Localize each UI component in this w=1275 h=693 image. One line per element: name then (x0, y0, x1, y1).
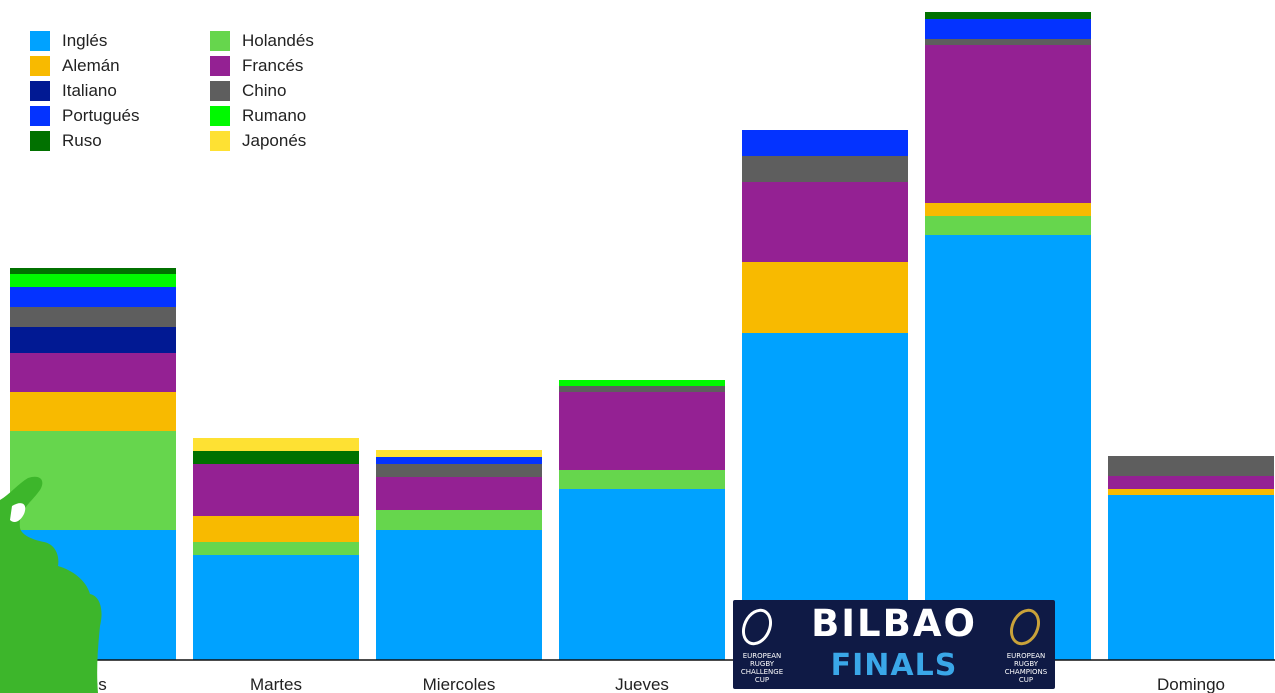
white-leaf-detail (10, 503, 26, 522)
bar-segment-1-9 (193, 438, 359, 451)
bar-segment-1-3 (193, 464, 359, 516)
legend-swatch (30, 55, 50, 76)
legend-swatch (30, 30, 50, 51)
legend-item: Holandés (210, 28, 314, 53)
bar-segment-3-7 (559, 380, 725, 386)
bar-segment-2-0 (376, 530, 542, 660)
legend-column-1: Inglés Alemán Italiano Portugués Ruso (30, 28, 140, 153)
bar-segment-0-2 (10, 392, 176, 431)
legend-item: Alemán (30, 53, 140, 78)
x-tick-label-6: Domingo (1157, 675, 1225, 693)
x-tick-label-3: Jueves (615, 675, 669, 693)
legend-label: Portugués (62, 106, 140, 125)
legend-label: Alemán (62, 56, 120, 75)
legend-item: Italiano (30, 78, 140, 103)
legend: Inglés Alemán Italiano Portugués Ruso Holand… (30, 28, 370, 153)
logo-left-caption: EUROPEAN RUGBY CHALLENGE CUP (740, 652, 784, 684)
legend-item: Francés (210, 53, 314, 78)
legend-item: Portugués (30, 103, 140, 128)
legend-label: Japonés (242, 131, 307, 150)
green-leaf-shape (0, 476, 102, 693)
legend-label: Francés (242, 56, 304, 75)
legend-swatch (210, 55, 230, 76)
event-logo: BILBAO EUROPEAN RUGBY CHALLENGE CUP FINA… (733, 600, 1055, 689)
bar-segment-4-6 (742, 130, 908, 156)
legend-swatch (30, 80, 50, 101)
bar-segment-5-8 (925, 12, 1091, 19)
bar-segment-3-0 (559, 489, 725, 660)
legend-label: Inglés (62, 31, 108, 50)
logo-finals: FINALS 2018 (791, 647, 997, 689)
bar-segment-0-7 (10, 274, 176, 287)
legend-item: Rumano (210, 103, 314, 128)
bar-segment-2-9 (376, 450, 542, 457)
bars-layer (10, 12, 1274, 660)
bar-segment-4-2 (742, 262, 908, 333)
bar-segment-5-6 (925, 19, 1091, 39)
bar-segment-6-0 (1108, 495, 1274, 660)
legend-swatch (30, 130, 50, 151)
legend-swatch (30, 105, 50, 126)
bar-segment-6-5 (1108, 456, 1274, 476)
bar-segment-3-5 (559, 386, 725, 392)
bar-segment-2-6 (376, 457, 542, 464)
green-leaf-overlay (0, 476, 102, 693)
bar-segment-5-1 (925, 216, 1091, 235)
bar-segment-0-8 (10, 268, 176, 274)
bar-segment-4-3 (742, 182, 908, 262)
x-tick-label-1: Martes (250, 675, 302, 693)
bar-segment-5-2 (925, 203, 1091, 216)
legend-item: Inglés (30, 28, 140, 53)
bar-segment-0-4 (10, 327, 176, 353)
logo-year: 2018 (850, 686, 938, 689)
legend-label: Holandés (242, 31, 314, 50)
logo-right-caption: EUROPEAN RUGBY CHAMPIONS CUP (1004, 652, 1048, 684)
x-tick-label-2: Miercoles (423, 675, 496, 693)
bar-segment-5-0 (925, 235, 1091, 660)
bar-segment-6-3 (1108, 476, 1274, 489)
bar-segment-2-3 (376, 477, 542, 510)
legend-swatch (210, 80, 230, 101)
logo-city: BILBAO (811, 602, 977, 645)
bar-segment-6-2 (1108, 489, 1274, 495)
bar-segment-1-2 (193, 516, 359, 542)
legend-item: Ruso (30, 128, 140, 153)
legend-swatch (210, 105, 230, 126)
bar-segment-0-6 (10, 287, 176, 307)
bar-segment-2-5 (376, 464, 542, 477)
bar-segment-3-3 (559, 392, 725, 470)
bar-segment-1-8 (193, 451, 359, 464)
legend-swatch (210, 30, 230, 51)
bar-segment-3-1 (559, 470, 725, 489)
bar-segment-4-5 (742, 156, 908, 182)
logo-finals-word: FINALS (830, 648, 958, 683)
bar-segment-2-1 (376, 510, 542, 530)
bar-segment-5-5 (925, 39, 1091, 45)
legend-item: Japonés (210, 128, 314, 153)
bar-segment-0-3 (10, 353, 176, 392)
bar-segment-1-1 (193, 542, 359, 555)
legend-label: Chino (242, 81, 287, 100)
bar-segment-0-5 (10, 307, 176, 327)
bar-segment-5-3 (925, 45, 1091, 203)
bar-segment-1-0 (193, 555, 359, 660)
legend-label: Rumano (242, 106, 307, 125)
legend-column-2: Holandés Francés Chino Rumano Japonés (210, 28, 314, 153)
legend-label: Ruso (62, 131, 102, 150)
legend-item: Chino (210, 78, 314, 103)
legend-swatch (210, 130, 230, 151)
legend-label: Italiano (62, 81, 117, 100)
